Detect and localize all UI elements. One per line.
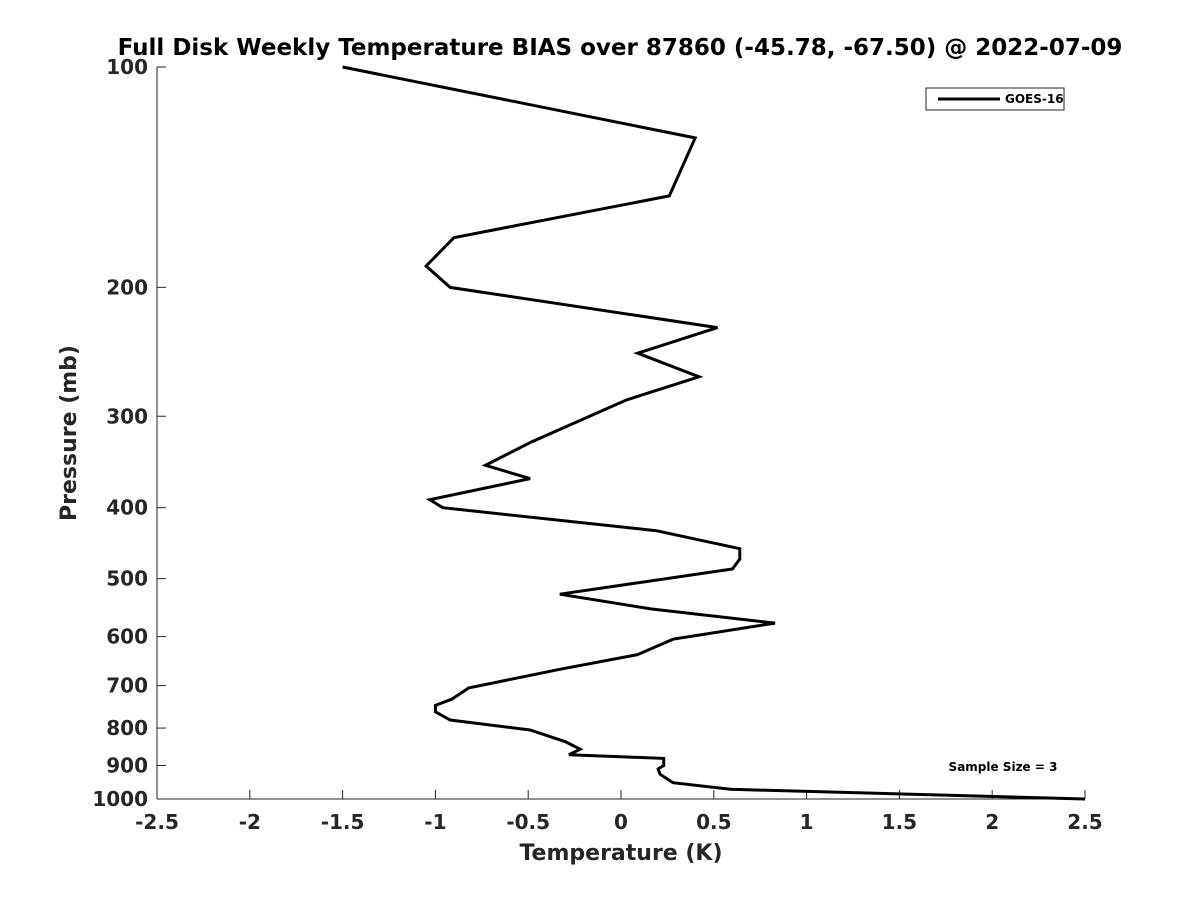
legend-label-goes-16: GOES-16 (1005, 92, 1064, 106)
y-axis-ticks: 100 200 300 400 500 600 700 800 900 1000 (92, 55, 166, 811)
y-tick-label: 700 (106, 674, 148, 698)
sample-size-annotation: Sample Size = 3 (949, 760, 1058, 774)
y-tick-label: 500 (106, 567, 148, 591)
series-line-goes-16 (342, 65, 1086, 801)
y-tick-label: 800 (106, 716, 148, 740)
chart-title: Full Disk Weekly Temperature BIAS over 8… (118, 35, 1123, 61)
x-tick-label: 2.5 (1067, 810, 1102, 834)
x-tick-label: -2.5 (135, 810, 179, 834)
x-tick-label: -1 (424, 810, 446, 834)
y-axis-label: Pressure (mb) (57, 345, 82, 521)
y-tick-label: 1000 (92, 787, 148, 811)
y-tick-label: 400 (106, 496, 148, 520)
y-tick-label: 900 (106, 754, 148, 778)
x-axis-label: Temperature (K) (519, 841, 722, 866)
x-tick-label: -2 (239, 810, 261, 834)
x-tick-label: -0.5 (506, 810, 550, 834)
y-tick-label: 200 (106, 275, 148, 299)
y-tick-label: 600 (106, 625, 148, 649)
series-layer (342, 65, 1086, 801)
x-tick-label: 0 (614, 810, 628, 834)
x-tick-label: 0.5 (696, 810, 731, 834)
x-tick-label: 1 (800, 810, 814, 834)
x-tick-label: -1.5 (321, 810, 365, 834)
x-axis-ticks: -2.5 -2 -1.5 -1 -0.5 0 0.5 1 1.5 2 2.5 (135, 790, 1103, 834)
y-tick-label: 300 (106, 404, 148, 428)
x-tick-label: 1.5 (882, 810, 917, 834)
y-tick-label: 100 (106, 55, 148, 79)
x-tick-label: 2 (985, 810, 999, 834)
legend: GOES-16 (925, 87, 1065, 111)
